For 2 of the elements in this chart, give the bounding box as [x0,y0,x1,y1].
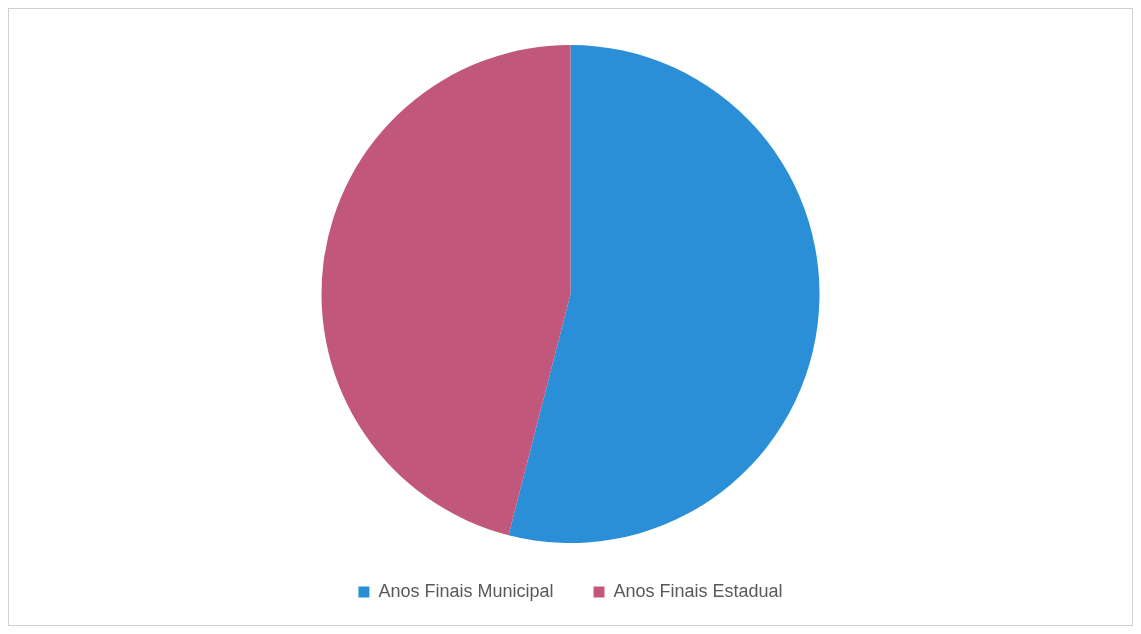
legend-label: Anos Finais Estadual [613,580,783,601]
legend-label: Anos Finais Municipal [378,580,554,601]
